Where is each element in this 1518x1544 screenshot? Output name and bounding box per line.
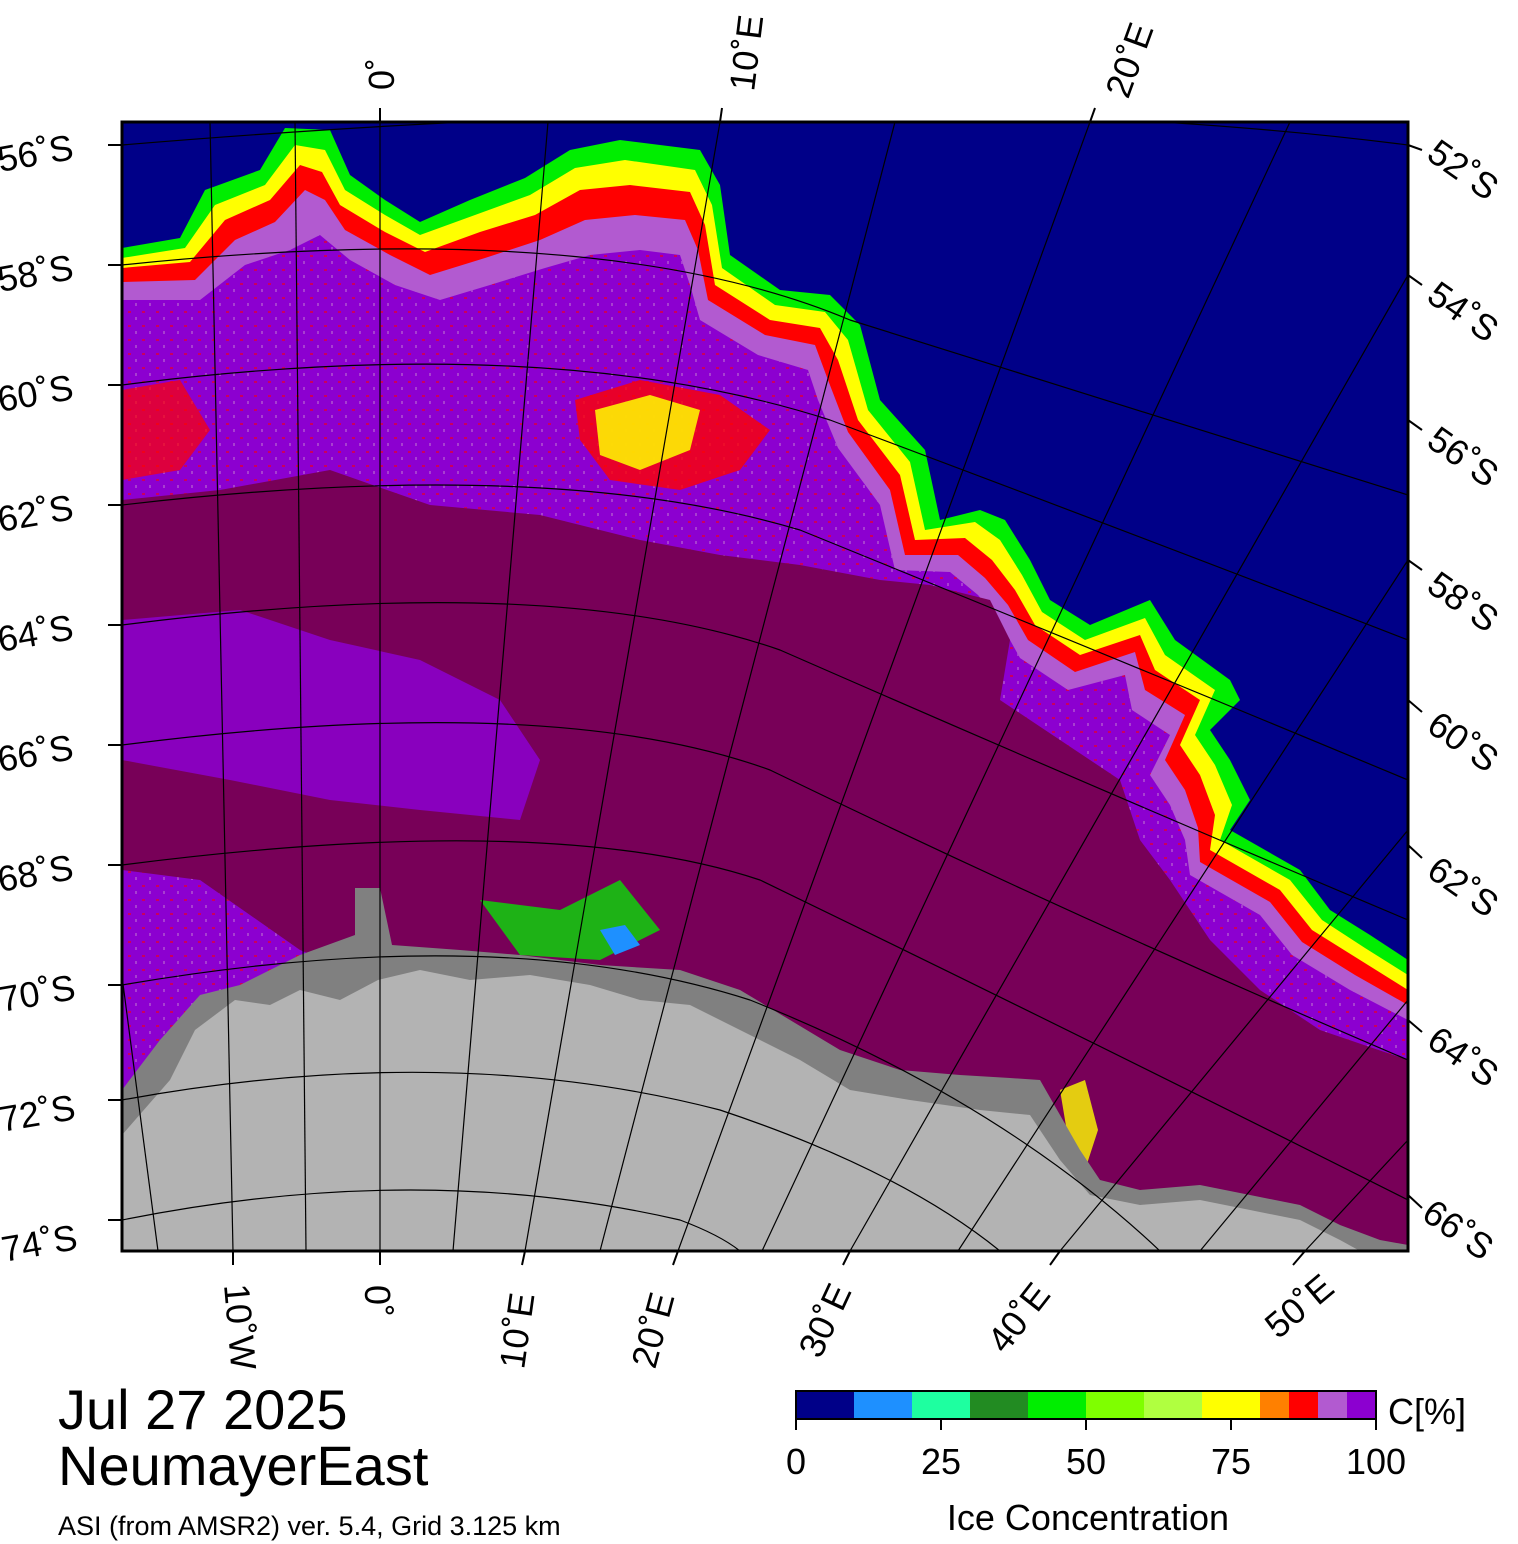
parallel-68S (122, 840, 1408, 1201)
lat-label-right: 64˚S (1420, 1018, 1506, 1095)
colorbar-segment (1318, 1391, 1347, 1419)
ice-edge-south-yellow (1060, 1080, 1098, 1170)
colorbar-tick-label: 0 (786, 1441, 806, 1482)
meridian-20E (677, 122, 1091, 1251)
meridian-50E (1304, 1139, 1408, 1251)
left-latitude-labels: 56˚S 58˚S 60˚S 62˚S 64˚S 66˚S 68˚S 70˚S … (0, 126, 80, 1270)
ice-yellow-streak-a (595, 395, 700, 470)
source-label: ASI (from AMSR2) ver. 5.4, Grid 3.125 km (58, 1511, 561, 1541)
meridian-45E (1199, 999, 1408, 1251)
lat-label-right: 62˚S (1420, 848, 1506, 925)
frame-ticks (108, 107, 1423, 1266)
parallel-66S (122, 722, 1408, 1061)
colorbar-segment (1202, 1391, 1260, 1419)
lat-label-left: 68˚S (0, 846, 76, 900)
meridian-15E (599, 122, 896, 1251)
colorbar-tick-label: 100 (1346, 1441, 1406, 1482)
lat-label-right: 60˚S (1420, 703, 1506, 780)
lat-label-right: 66˚S (1415, 1191, 1501, 1268)
bottom-longitude-labels: 10˚W 0˚ 10˚E 20˚E 30˚E 40˚E 50˚E (216, 1266, 1341, 1372)
lat-label-left: 56˚S (0, 126, 76, 180)
map-frame (120, 120, 1410, 1253)
meridian-5W (294, 122, 307, 1251)
parallel-64S (122, 602, 1408, 921)
colorbar-tick-label: 25 (921, 1441, 961, 1482)
parallel-72S (122, 1071, 1001, 1251)
lon-label-bottom: 50˚E (1257, 1266, 1342, 1346)
top-longitude-labels: 0˚ 10˚E 20˚E (361, 12, 1162, 102)
lat-label-left: 72˚S (0, 1086, 78, 1140)
lat-label-left: 64˚S (0, 606, 76, 660)
lat-label-left: 58˚S (0, 246, 76, 300)
colorbar-tick-label: 50 (1066, 1441, 1106, 1482)
meridian-30E (849, 274, 1408, 1251)
colorbar-segment (1289, 1391, 1318, 1419)
lat-label-right: 54˚S (1420, 273, 1506, 350)
lon-label-bottom: 20˚E (623, 1288, 682, 1372)
colorbar: C[%] 0 25 50 75 100 Ice Concentration (786, 1390, 1466, 1538)
meridian-5E (452, 122, 549, 1251)
parallel-60S (122, 363, 1408, 641)
ice-red-streak-b (122, 380, 210, 480)
colorbar-unit: C[%] (1388, 1391, 1466, 1432)
meridian-20W (122, 971, 159, 1251)
colorbar-segment (970, 1391, 1028, 1419)
lat-label-left: 74˚S (0, 1216, 80, 1270)
lat-label-left: 60˚S (0, 366, 76, 420)
lon-label-bottom: 40˚E (979, 1275, 1058, 1360)
lat-label-right: 56˚S (1420, 418, 1506, 495)
meridian-35E (957, 559, 1408, 1251)
colorbar-tick-label: 75 (1211, 1441, 1251, 1482)
region-label: NeumayerEast (58, 1434, 429, 1497)
lon-label-bottom: 0˚ (357, 1285, 398, 1317)
lon-label-top: 10˚E (721, 12, 771, 92)
colorbar-segment (1144, 1391, 1202, 1419)
colorbar-segments (796, 1391, 1376, 1419)
right-latitude-labels: 52˚S 54˚S 56˚S 58˚S 60˚S 62˚S 64˚S 66˚S (1415, 131, 1506, 1268)
colorbar-segment (1347, 1391, 1376, 1419)
colorbar-ticks (795, 1419, 1377, 1430)
lon-label-bottom: 10˚E (491, 1290, 542, 1371)
parallel-56S (122, 122, 1408, 146)
meridian-40E (1059, 829, 1408, 1251)
colorbar-segment (912, 1391, 970, 1419)
date-label: Jul 27 2025 (58, 1378, 348, 1441)
meridian-10E (524, 122, 721, 1251)
colorbar-segment (854, 1391, 912, 1419)
lon-label-top: 0˚ (361, 58, 402, 90)
parallel-62S (122, 484, 1408, 781)
ice-high-concentration (122, 470, 1408, 1251)
lat-label-left: 66˚S (0, 726, 76, 780)
lon-label-top: 20˚E (1097, 17, 1162, 102)
map-plot-area (122, 122, 1408, 1251)
meridian-25E (761, 122, 1291, 1251)
colorbar-title: Ice Concentration (947, 1497, 1229, 1538)
parallel-74S (122, 1189, 741, 1251)
colorbar-segment (1260, 1391, 1289, 1419)
ice-polynya-water (600, 925, 640, 955)
parallel-58S (122, 248, 1408, 496)
lon-label-bottom: 30˚E (790, 1277, 859, 1363)
lat-label-left: 70˚S (0, 966, 78, 1020)
ice-mid-patch (122, 610, 540, 820)
colorbar-segment (796, 1391, 854, 1419)
lon-label-bottom: 10˚W (216, 1282, 264, 1371)
meridian-10W (209, 122, 234, 1251)
lat-label-left: 62˚S (0, 486, 76, 540)
colorbar-segment (1086, 1391, 1144, 1419)
antarctic-land (122, 970, 1360, 1251)
lat-label-right: 52˚S (1420, 131, 1506, 208)
colorbar-segment (1028, 1391, 1086, 1419)
parallel-70S (122, 955, 1161, 1251)
graticule (122, 122, 1408, 1251)
lat-label-right: 58˚S (1420, 563, 1506, 640)
